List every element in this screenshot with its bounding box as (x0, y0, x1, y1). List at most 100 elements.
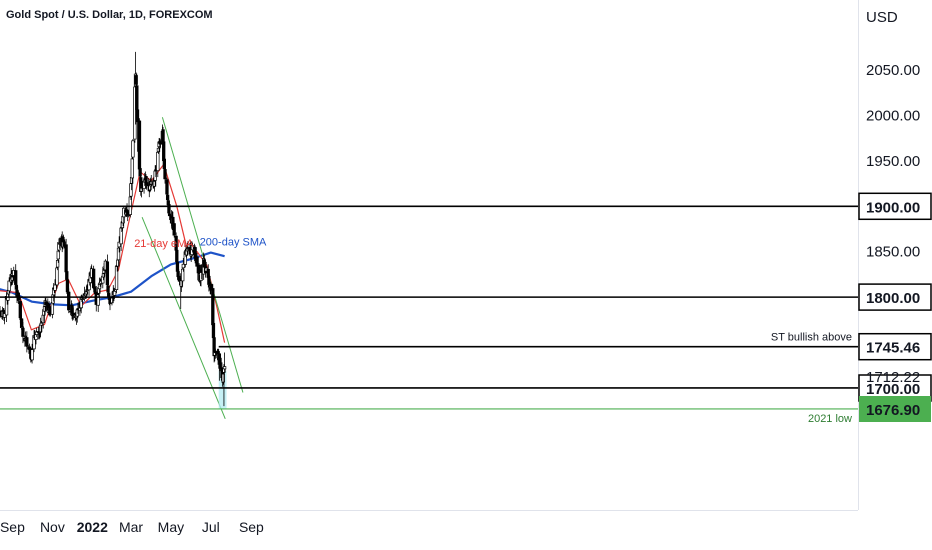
price-label-1800.00[interactable]: 1800.00 (858, 283, 932, 311)
candle-layer (0, 51, 227, 407)
candle (25, 343, 30, 350)
candle (131, 138, 135, 160)
candle-body (32, 335, 36, 350)
candle (84, 285, 89, 299)
candle-body (21, 327, 25, 337)
candle-body (42, 306, 47, 312)
candle (2, 311, 7, 325)
candle-body (167, 204, 171, 214)
time-tick-label: May (158, 519, 184, 535)
candle (162, 153, 167, 171)
candle (212, 334, 216, 363)
candle-body (165, 179, 169, 195)
candle-body (18, 301, 22, 319)
time-axis[interactable]: Sep Nov 2022 Mar May Jul Sep (0, 519, 264, 535)
candle (209, 281, 213, 295)
candle-body (7, 280, 11, 292)
time-tick-label: Sep (239, 519, 264, 535)
candle-body (167, 213, 172, 217)
candle-body (39, 322, 43, 326)
highlight-box (218, 370, 227, 409)
candle (7, 277, 11, 293)
candle (167, 201, 171, 215)
price-label-1745.46[interactable]: 1745.46 (858, 332, 932, 361)
candle-body (116, 247, 121, 261)
price-label-box (858, 283, 932, 311)
price-label-1676.90[interactable]: 1676.90 (859, 396, 931, 422)
chart-title: Gold Spot / U.S. Dollar, 1D, FOREXCOM (6, 9, 213, 21)
candle (145, 180, 149, 190)
price-axis[interactable]: 1900.00 1800.00 1700.00 1745.46 1676.90 2050.… (858, 62, 932, 422)
candle-body (135, 109, 140, 123)
candle-body (84, 291, 89, 295)
candle (14, 264, 18, 289)
price-label-1900.00[interactable]: 1900.00 (858, 192, 932, 221)
time-tick-label: Sep (0, 519, 25, 535)
level-layer: ST bullish above 2021 low (0, 205, 858, 425)
candle-body (75, 309, 79, 317)
candle (163, 164, 167, 184)
candle-body (55, 260, 60, 268)
candle (21, 322, 25, 344)
price-label-box (858, 332, 932, 361)
price-label-text: 1800.00 (866, 290, 920, 307)
candle-body (55, 267, 59, 286)
candle (135, 105, 140, 152)
candle (32, 330, 36, 353)
candle-body (185, 248, 189, 252)
candle-body (172, 223, 176, 236)
price-label-box (858, 192, 932, 221)
candle-body (14, 270, 18, 285)
annotation-200-day-sma: 200-day SMA (200, 236, 267, 248)
candle (221, 370, 225, 385)
candle (55, 264, 59, 289)
candle-body (181, 268, 185, 282)
annotation-layer: 21-day eMA 200-day SMA (134, 236, 267, 250)
candle-body (30, 349, 34, 361)
candle-body (145, 182, 149, 186)
time-tick-label: Nov (40, 519, 65, 535)
candle-body (218, 357, 222, 369)
price-label-text: 1745.46 (866, 340, 920, 357)
candle-body (152, 181, 157, 187)
candle-body (137, 120, 142, 170)
candle (185, 242, 189, 256)
candle (75, 308, 79, 323)
candle-body (221, 373, 225, 383)
candle (96, 290, 100, 313)
candle (195, 252, 199, 274)
candle (138, 166, 142, 180)
candle-body (53, 284, 57, 291)
candle (57, 238, 61, 253)
candle-body (138, 168, 142, 177)
candle-body (2, 313, 7, 318)
candle (39, 320, 43, 333)
candle-body (162, 158, 167, 170)
candle (167, 206, 172, 220)
candle-body (134, 75, 138, 85)
candle-body (156, 147, 161, 152)
candle (222, 352, 227, 374)
candle-body (57, 242, 61, 251)
candle-body (213, 350, 218, 354)
candle-body (222, 366, 227, 370)
candle (116, 244, 121, 267)
candle-body (163, 169, 167, 180)
candle-body (130, 158, 134, 179)
candle (30, 343, 34, 364)
candle (67, 288, 71, 314)
price-axis-unit: USD (866, 9, 898, 26)
candle (126, 210, 130, 218)
candle-body (156, 152, 160, 172)
candle-body (126, 214, 130, 217)
candle-body (67, 291, 71, 311)
price-tick-label: 2000.00 (866, 107, 920, 124)
candle (172, 220, 176, 238)
candle-body (105, 261, 110, 286)
candle-body (96, 294, 100, 306)
time-tick-label: Mar (119, 519, 143, 535)
price-tick-label: 1850.00 (866, 244, 920, 261)
